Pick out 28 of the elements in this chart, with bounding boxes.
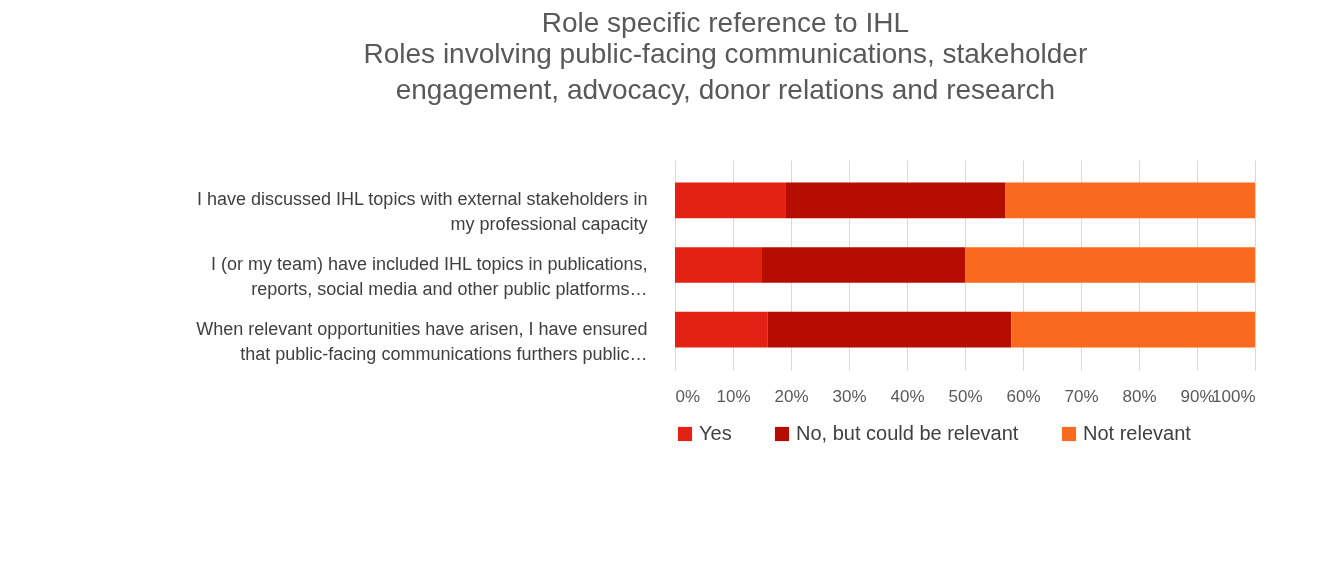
bar [1005,182,1255,219]
bar [965,247,1255,283]
x-tick-label: 50% [948,386,983,406]
bar [675,182,786,219]
x-tick-label: 0% [675,386,701,406]
x-tick-label: 70% [1064,386,1099,406]
y-tick-label: When relevant opportunities have arisen, I have ensured that public-facing communications furthers public… [196,318,648,364]
bar [762,247,965,283]
legend-label: No, but could be relevant [796,422,1019,444]
x-tick-label: 40% [890,386,925,406]
bar [1011,311,1255,348]
x-tick-label: 90% [1180,386,1215,406]
bar [675,311,768,348]
x-tick-label: 30% [832,386,867,406]
legend-label: Yes [699,422,732,444]
y-tick-label: I (or my team) have included IHL topics in publications, reports, social media and other public platforms… [210,254,648,299]
x-tick-label: 20% [774,386,809,406]
chart-subtitle: Roles involving public-facing communications, stakeholder engagement, advocacy, donor relations and research [363,38,1088,105]
x-tick-label: 10% [716,386,751,406]
x-tick-label: 80% [1122,386,1157,406]
y-tick-label: I have discussed IHL topics with external stakeholders in my professional capacity [196,189,648,235]
bar [767,311,1012,348]
bar [785,182,1006,219]
x-tick-label: 60% [1006,386,1041,406]
x-tick-label: 100% [1212,386,1256,406]
legend-label: Not relevant [1083,422,1192,444]
bar [675,247,762,283]
chart-title: Role specific reference to IHL [541,7,909,38]
